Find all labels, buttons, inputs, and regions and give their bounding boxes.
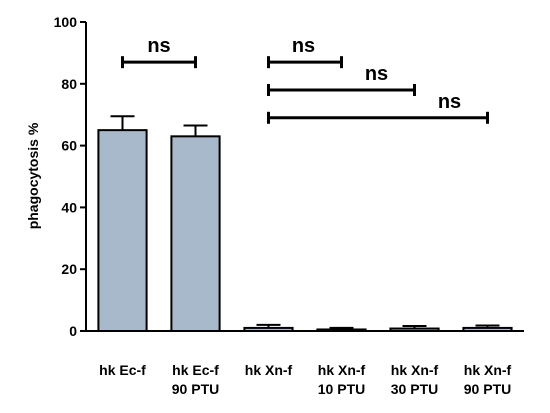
y-tick-label: 0 (69, 323, 77, 339)
x-tick-label-line: 30 PTU (391, 381, 438, 397)
y-tick-label: 20 (61, 261, 77, 277)
x-tick-label-line: hk Ec-f (99, 362, 146, 378)
x-tick-label-line: 10 PTU (318, 381, 365, 397)
bar (97, 129, 148, 332)
y-tick-label: 100 (54, 14, 78, 30)
annotation: ns (292, 35, 315, 57)
x-tick-label: hk Ec-f (99, 362, 146, 378)
annotation: ns (147, 35, 170, 57)
x-tick-label: hk Xn-f 90 PTU (464, 362, 512, 397)
y-tick-label: 40 (61, 199, 77, 215)
x-tick-label-line: hk Xn-f (391, 362, 439, 378)
annotation: ns (438, 91, 461, 113)
x-tick-label-line: hk Ec-f (172, 362, 219, 378)
y-axis-label: phagocytosis % (25, 122, 41, 229)
annotation: ns (365, 63, 388, 85)
x-tick-label-line: hk Xn-f (245, 362, 293, 378)
x-tick-label-line: 90 PTU (172, 381, 219, 397)
x-tick-label: hk Xn-f 30 PTU (391, 362, 439, 397)
x-tick-label-line: 90 PTU (464, 381, 511, 397)
x-tick-label: hk Xn-f 10 PTU (318, 362, 366, 397)
x-tick-label-line: hk Xn-f (464, 362, 512, 378)
y-tick-label: 60 (61, 138, 77, 154)
x-tick-label: hk Ec-f 90 PTU (172, 362, 219, 397)
x-tick-label: hk Xn-f (245, 362, 293, 378)
bar (170, 135, 221, 332)
x-tick-label-line: hk Xn-f (318, 362, 366, 378)
y-tick-label: 80 (61, 76, 77, 92)
